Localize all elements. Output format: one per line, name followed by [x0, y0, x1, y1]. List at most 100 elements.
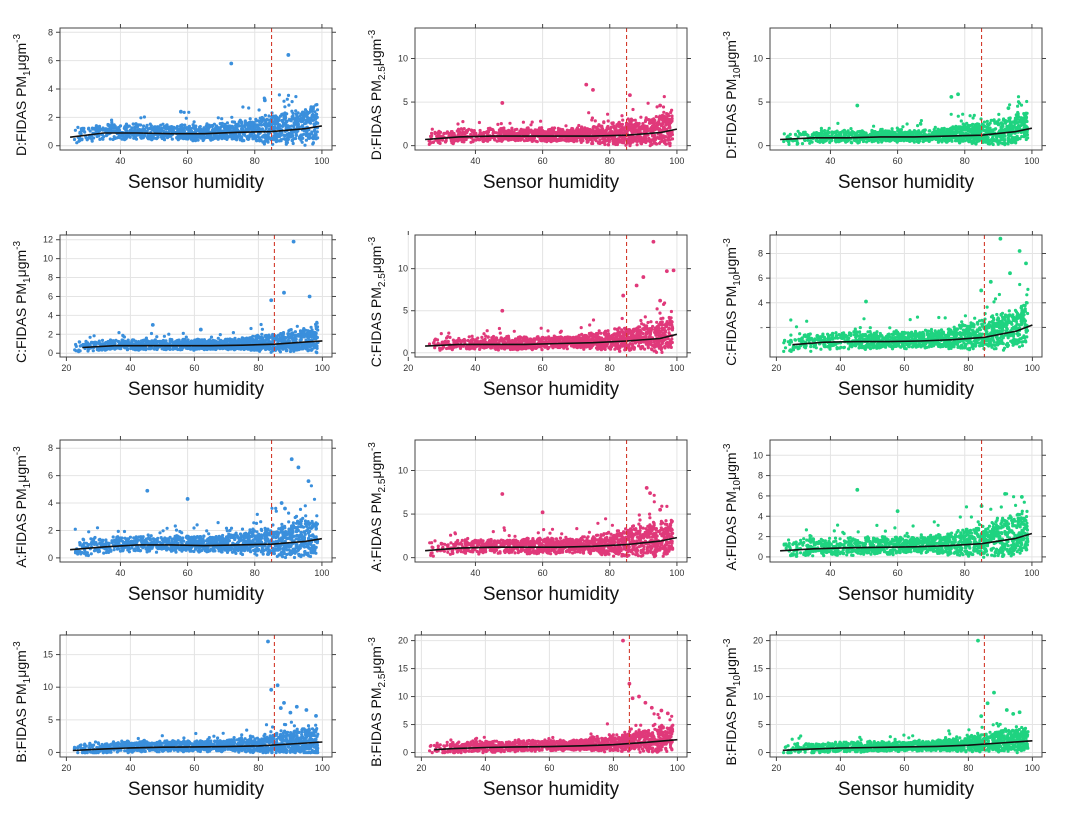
data-point [933, 131, 937, 135]
data-point [821, 140, 825, 144]
data-point [299, 119, 303, 123]
data-point [299, 133, 303, 137]
x-tick-label: 60 [538, 156, 548, 166]
data-point [508, 121, 512, 125]
data-point [640, 125, 644, 129]
data-point [250, 122, 254, 126]
x-tick-label: 60 [183, 156, 193, 166]
data-point [482, 136, 486, 141]
data-point [256, 135, 260, 139]
data-point [315, 112, 319, 116]
data-point [308, 136, 312, 140]
data-point [550, 137, 554, 141]
data-point [183, 123, 187, 127]
data-point [883, 132, 887, 136]
outlier-point [658, 103, 663, 108]
data-point [177, 129, 182, 133]
data-point [915, 138, 919, 142]
data-point [444, 140, 448, 144]
data-point [88, 129, 92, 133]
data-point [260, 332, 264, 336]
data-point [489, 127, 493, 131]
data-point [87, 136, 91, 140]
data-point [92, 334, 96, 338]
data-point [456, 127, 461, 131]
data-point [828, 140, 832, 144]
data-point [586, 139, 590, 143]
data-point [248, 117, 252, 121]
data-point [220, 136, 224, 140]
data-point [117, 128, 121, 132]
data-point [142, 124, 146, 128]
data-point [986, 136, 990, 140]
data-point [224, 124, 228, 128]
data-point [282, 115, 286, 119]
data-point [560, 136, 564, 140]
data-point [577, 123, 581, 128]
data-point [612, 125, 616, 129]
data-point [500, 126, 504, 131]
outlier-point [949, 94, 954, 99]
data-point [853, 132, 858, 136]
data-point [652, 124, 656, 128]
data-point [919, 131, 923, 135]
data-point [258, 123, 262, 127]
data-point [118, 124, 123, 128]
data-point [283, 133, 287, 137]
y-tick-label: 5 [403, 97, 408, 107]
data-point [662, 95, 666, 99]
data-point [461, 120, 465, 124]
data-point [118, 135, 122, 139]
data-point [662, 110, 666, 114]
data-point [967, 127, 971, 131]
data-point [857, 140, 861, 144]
data-point [670, 114, 674, 118]
data-point [218, 128, 222, 132]
data-point [77, 139, 81, 143]
outlier-point [500, 101, 505, 105]
data-point [500, 130, 504, 135]
data-point [1016, 95, 1021, 99]
data-point [294, 136, 298, 141]
data-point [850, 129, 854, 134]
data-point [577, 128, 581, 132]
data-point [256, 125, 260, 129]
data-point [282, 121, 286, 125]
data-point [612, 139, 616, 143]
data-point [827, 126, 831, 130]
data-point [497, 128, 501, 132]
data-point [220, 117, 224, 121]
data-point [97, 125, 101, 130]
data-point [670, 133, 675, 137]
data-point [957, 125, 961, 129]
data-point [230, 120, 234, 124]
data-point [236, 122, 240, 126]
data-point [550, 129, 554, 133]
data-point [982, 136, 986, 140]
y-tick-label: 10 [398, 54, 408, 64]
data-point [615, 129, 619, 133]
data-point [469, 140, 473, 144]
y-axis-label: D:FIDAS PM2.5μgm-3 [367, 29, 388, 160]
x-tick-label: 40 [825, 156, 835, 166]
data-point [144, 125, 149, 129]
data-point [661, 105, 666, 109]
data-point [1001, 118, 1006, 122]
data-point [155, 137, 159, 141]
data-point [952, 131, 957, 136]
data-point [600, 127, 604, 131]
data-point [310, 132, 314, 136]
data-point [660, 136, 664, 140]
data-point [1021, 119, 1025, 123]
data-point [453, 138, 457, 143]
outlier-point [584, 82, 589, 87]
data-point [429, 134, 433, 138]
data-point [194, 124, 198, 128]
data-point [654, 115, 658, 119]
data-point [646, 101, 650, 105]
data-point [971, 125, 975, 130]
data-point [812, 131, 816, 135]
data-point [246, 136, 250, 140]
